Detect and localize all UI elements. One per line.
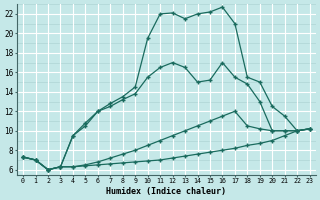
X-axis label: Humidex (Indice chaleur): Humidex (Indice chaleur) xyxy=(106,187,226,196)
